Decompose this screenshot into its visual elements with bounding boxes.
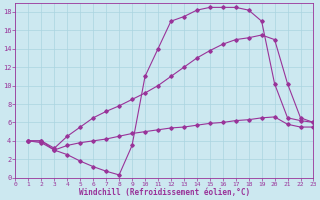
X-axis label: Windchill (Refroidissement éolien,°C): Windchill (Refroidissement éolien,°C): [79, 188, 250, 197]
